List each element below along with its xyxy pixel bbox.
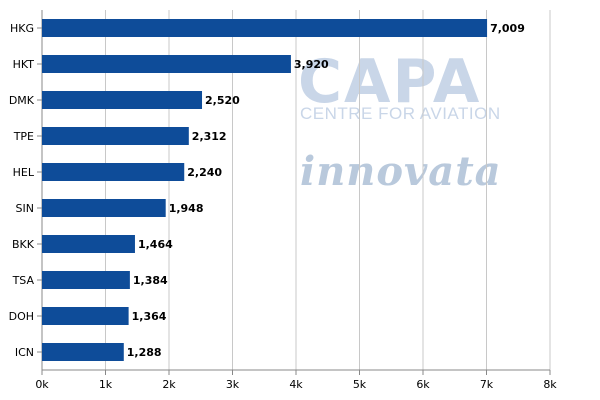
bar — [42, 19, 488, 37]
value-label: 1,948 — [169, 202, 204, 215]
x-tick-label: 3k — [226, 378, 240, 391]
value-label: 7,009 — [490, 22, 525, 35]
bar — [42, 199, 166, 217]
value-label: 1,464 — [138, 238, 173, 251]
x-tick-label: 5k — [353, 378, 367, 391]
value-label: 2,240 — [187, 166, 222, 179]
x-tick-label: 1k — [99, 378, 113, 391]
category-label: HEL — [13, 166, 35, 179]
bar — [42, 307, 129, 325]
x-tick-label: 6k — [416, 378, 430, 391]
category-label: ICN — [15, 346, 34, 359]
category-label: HKG — [10, 22, 34, 35]
value-label: 1,364 — [132, 310, 167, 323]
x-tick-label: 8k — [543, 378, 557, 391]
bar — [42, 271, 130, 289]
bar — [42, 55, 291, 73]
bar — [42, 127, 189, 145]
category-label: TSA — [12, 274, 35, 287]
bar — [42, 163, 185, 181]
bar — [42, 343, 124, 361]
x-tick-label: 7k — [480, 378, 494, 391]
value-label: 1,384 — [133, 274, 168, 287]
category-label: DMK — [9, 94, 35, 107]
value-label: 3,920 — [294, 58, 329, 71]
value-label: 2,520 — [205, 94, 240, 107]
x-tick-label: 4k — [289, 378, 303, 391]
category-label: BKK — [12, 238, 35, 251]
bar — [42, 235, 135, 253]
x-tick-label: 0k — [35, 378, 49, 391]
category-label: HKT — [13, 58, 35, 71]
x-tick-label: 2k — [162, 378, 176, 391]
value-label: 1,288 — [127, 346, 162, 359]
value-label: 2,312 — [192, 130, 227, 143]
category-label: DOH — [9, 310, 34, 323]
category-label: SIN — [16, 202, 34, 215]
bar — [42, 91, 203, 109]
category-label: TPE — [13, 130, 34, 143]
